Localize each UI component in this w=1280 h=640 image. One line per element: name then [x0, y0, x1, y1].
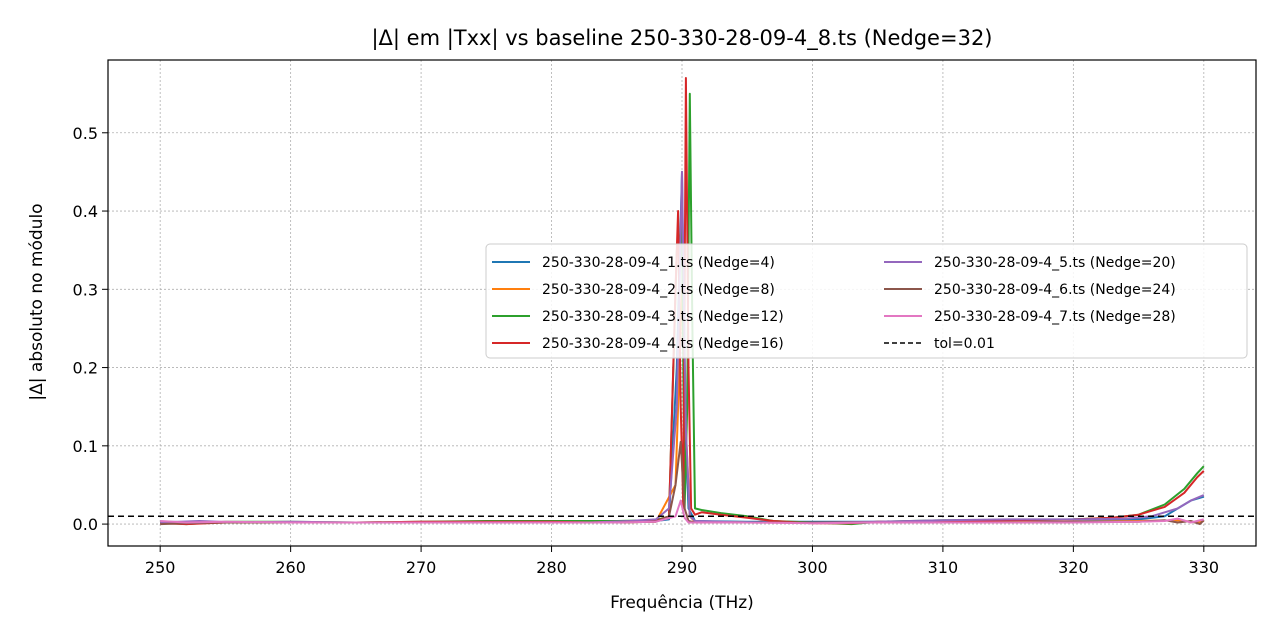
- legend-label: 250-330-28-09-4_5.ts (Nedge=20): [934, 255, 1176, 271]
- series-line-7: [160, 499, 1205, 525]
- legend-box: [485, 243, 1248, 359]
- y-tick-label: 0.0: [73, 515, 98, 534]
- x-axis-title: Frequência (THz): [610, 593, 754, 613]
- y-tick-label: 0.4: [73, 202, 98, 221]
- y-tick-label: 0.3: [73, 280, 98, 299]
- legend: 250-330-28-09-4_1.ts (Nedge=4) 250-330-28…: [485, 243, 1248, 359]
- y-tick-label: 0.1: [73, 437, 98, 456]
- y-tick-label: 0.2: [73, 359, 98, 378]
- legend-label: 250-330-28-09-4_3.ts (Nedge=12): [542, 309, 784, 325]
- chart-title: |Δ| em |Txx| vs baseline 250-330-28-09-4…: [371, 26, 992, 51]
- y-axis-title: |Δ| absoluto no módulo: [27, 203, 47, 400]
- legend-label: 250-330-28-09-4_6.ts (Nedge=24): [934, 282, 1176, 298]
- x-tick-label: 250: [145, 558, 176, 577]
- x-tick-label: 280: [536, 558, 567, 577]
- legend-label: 250-330-28-09-4_7.ts (Nedge=28): [934, 309, 1176, 325]
- x-tick-label: 270: [406, 558, 437, 577]
- axis-ticks: 250 260 270 280 290 300 310 320 330 0.0 0.1 0.2 0.3 0…: [73, 124, 1220, 577]
- x-tick-label: 320: [1058, 558, 1089, 577]
- y-tick-label: 0.5: [73, 124, 98, 143]
- x-tick-label: 290: [667, 558, 698, 577]
- legend-label: 250-330-28-09-4_1.ts (Nedge=4): [542, 255, 775, 271]
- x-tick-label: 310: [928, 558, 959, 577]
- x-tick-label: 300: [797, 558, 828, 577]
- legend-label: tol=0.01: [934, 336, 995, 352]
- x-tick-label: 260: [275, 558, 306, 577]
- legend-label: 250-330-28-09-4_2.ts (Nedge=8): [542, 282, 775, 298]
- x-tick-label: 330: [1189, 558, 1220, 577]
- legend-label: 250-330-28-09-4_4.ts (Nedge=16): [542, 336, 784, 352]
